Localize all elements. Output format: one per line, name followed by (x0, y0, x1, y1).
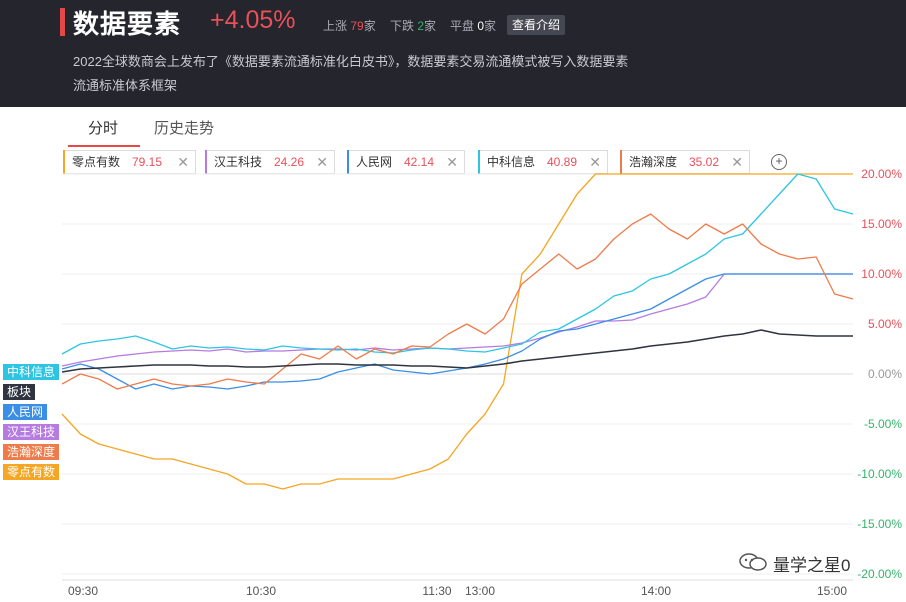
legend-value: 35.02 (689, 155, 720, 169)
change-percent: +4.05% (210, 6, 296, 34)
legend-chip-hanwang[interactable]: 汉王科技 24.26 ✕ (205, 150, 335, 174)
legend-chip-renmin[interactable]: 人民网 42.14 ✕ (347, 150, 465, 174)
series (61, 173, 854, 490)
y-axis: 20.00% 15.00% 10.00% 5.00% 0.00% -5.00% -10.00… (857, 167, 902, 581)
series-line (61, 273, 853, 367)
header: 数据要素 +4.05% 上涨 79家 下跌 2家 平盘 0家 查看介绍 2022… (0, 0, 906, 107)
legend-name: 浩瀚深度 (629, 155, 678, 169)
side-label-renmin: 人民网 (3, 404, 48, 420)
legend-name: 中科信息 (487, 155, 536, 169)
legend-swatch (478, 150, 480, 174)
up-unit: 家 (363, 19, 376, 33)
series-line (61, 173, 853, 490)
x-tick-label: 09:30 (68, 584, 98, 598)
legend-swatch (63, 150, 65, 174)
side-label-haohan: 浩瀚深度 (3, 444, 60, 460)
up-stat: 上涨 79家 (323, 17, 376, 34)
legend-value: 40.89 (547, 155, 578, 169)
y-tick-label: 0.00% (868, 367, 902, 381)
down-stat: 下跌 2家 (390, 17, 436, 34)
watermark: 量学之星0 (773, 556, 851, 575)
view-intro-button[interactable]: 查看介绍 (507, 15, 566, 35)
up-label: 上涨 (323, 19, 348, 33)
y-tick-label: -15.00% (857, 517, 902, 531)
side-label-sector: 板块 (3, 384, 36, 400)
legend-value: 24.26 (274, 155, 305, 169)
tab-intraday[interactable]: 分时 (88, 120, 119, 137)
grid (62, 173, 853, 575)
description-line-1: 2022全球数商会上发布了《数据要素流通标准化白皮书》，数据要素交易流通模式被写… (73, 54, 629, 69)
x-tick-label: 13:00 (465, 584, 495, 598)
legend-value: 42.14 (404, 155, 435, 169)
legend-name: 零点有数 (72, 155, 121, 169)
y-tick-label: 5.00% (868, 317, 902, 331)
side-label-hanwang: 汉王科技 (3, 424, 60, 440)
legend-name: 人民网 (356, 155, 393, 169)
down-unit: 家 (424, 19, 437, 33)
description-line-2: 流通标准体系框架 (73, 78, 178, 93)
down-label: 下跌 (390, 19, 415, 33)
legend-name: 汉王科技 (214, 155, 263, 169)
close-icon[interactable]: ✕ (589, 154, 601, 170)
series-line (61, 173, 854, 355)
series-line (61, 213, 854, 390)
down-count: 2 (417, 19, 425, 33)
y-tick-label: -20.00% (857, 567, 902, 581)
legend-swatch (205, 150, 207, 174)
close-icon[interactable]: ✕ (446, 154, 458, 170)
series-line (61, 329, 853, 373)
y-tick-label: -5.00% (864, 417, 902, 431)
flat-stat: 平盘 0家 (450, 17, 496, 34)
legend-swatch (347, 150, 349, 174)
x-tick-label: 11:30 (422, 584, 451, 598)
y-tick-label: 20.00% (861, 167, 902, 181)
legend-swatch (620, 150, 622, 174)
x-tick-label: 15:00 (817, 584, 847, 598)
x-axis: 09:30 10:30 11:30 13:00 14:00 15:00 (62, 579, 853, 598)
close-icon[interactable]: ✕ (316, 154, 328, 170)
y-tick-label: 10.00% (861, 267, 902, 281)
flat-unit: 家 (484, 19, 497, 33)
side-label-zhongke: 中科信息 (3, 364, 60, 380)
close-icon[interactable]: ✕ (177, 154, 189, 170)
y-tick-label: 15.00% (861, 217, 902, 231)
legend-chip-haohan[interactable]: 浩瀚深度 35.02 ✕ (620, 150, 750, 174)
description: 2022全球数商会上发布了《数据要素流通标准化白皮书》，数据要素交易流通模式被写… (73, 50, 703, 98)
x-tick-label: 10:30 (246, 584, 276, 598)
wechat-icon (739, 553, 767, 571)
side-label-lingdian: 零点有数 (3, 464, 60, 480)
tab-history[interactable]: 历史走势 (154, 120, 215, 137)
legend-value: 79.15 (132, 155, 163, 169)
close-icon[interactable]: ✕ (731, 154, 743, 170)
title-accent-bar (60, 8, 65, 36)
active-tab-underline (68, 145, 140, 147)
y-tick-label: -10.00% (857, 467, 902, 481)
legend-chip-lingdian[interactable]: 零点有数 79.15 ✕ (63, 150, 196, 174)
legend-chip-zhongke[interactable]: 中科信息 40.89 ✕ (478, 150, 608, 174)
up-count: 79 (350, 19, 364, 33)
series-line (61, 273, 853, 390)
x-tick-label: 14:00 (641, 584, 671, 598)
flat-label: 平盘 (450, 19, 475, 33)
add-stock-button[interactable]: + (771, 154, 787, 170)
page-title: 数据要素 (73, 9, 182, 39)
flat-count: 0 (477, 19, 485, 33)
